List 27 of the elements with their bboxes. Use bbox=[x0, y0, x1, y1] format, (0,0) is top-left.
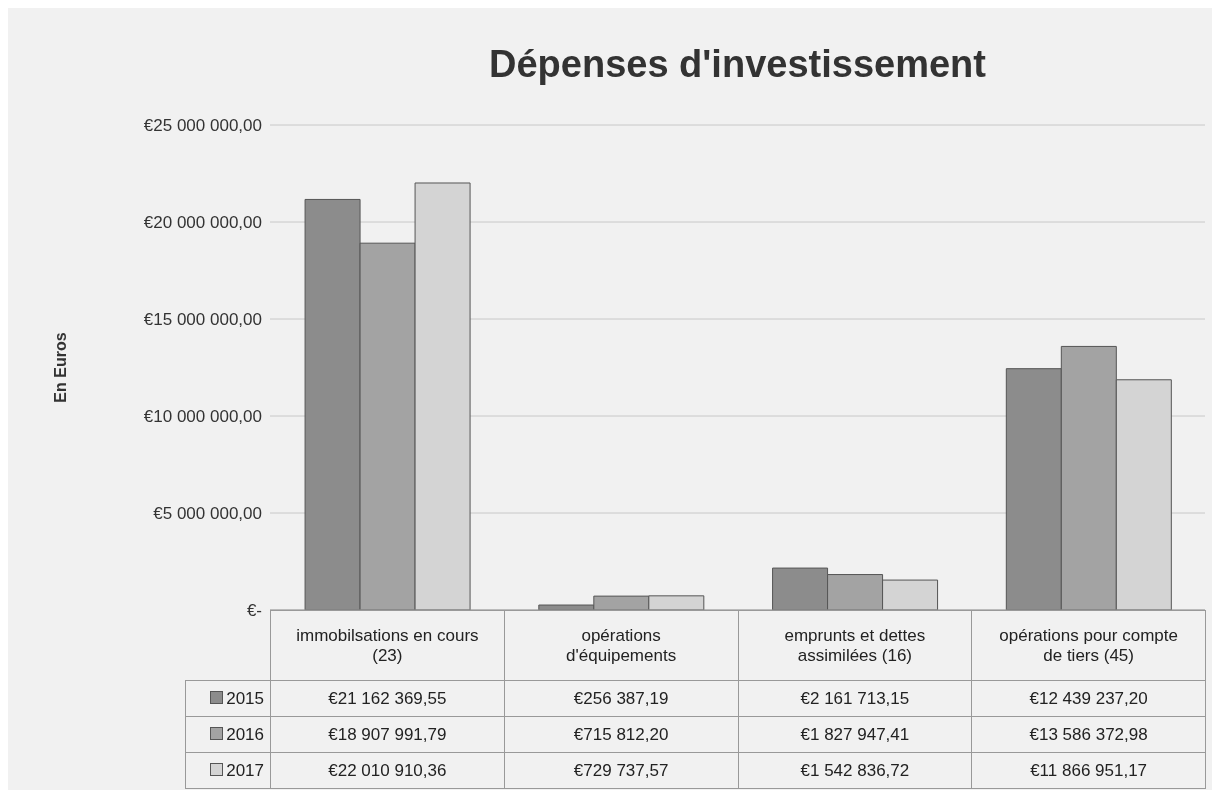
data-label: €1 827 947,41 bbox=[738, 716, 972, 753]
data-label: €12 439 237,20 bbox=[971, 680, 1206, 717]
data-label: €2 161 713,15 bbox=[738, 680, 972, 717]
x-tick-label: immobilsations en cours (23) bbox=[270, 610, 505, 681]
data-label: €21 162 369,55 bbox=[270, 680, 505, 717]
x-tick-label: opérations d'équipements bbox=[504, 610, 738, 681]
data-label: €715 812,20 bbox=[504, 716, 738, 753]
legend-label: 2015 bbox=[185, 680, 271, 717]
y-tick-label: €5 000 000,00 bbox=[153, 504, 262, 524]
data-label: €11 866 951,17 bbox=[971, 752, 1206, 789]
y-tick-label: €- bbox=[246, 601, 262, 621]
data-label: €18 907 991,79 bbox=[270, 716, 505, 753]
y-tick-label: €10 000 000,00 bbox=[143, 407, 262, 427]
data-label: €22 010 910,36 bbox=[270, 752, 505, 789]
legend-label: 2016 bbox=[185, 716, 271, 753]
x-tick-label: opérations pour compte de tiers (45) bbox=[971, 610, 1206, 681]
y-tick-label: €15 000 000,00 bbox=[143, 310, 262, 330]
data-label: €13 586 372,98 bbox=[971, 716, 1206, 753]
data-label: €256 387,19 bbox=[504, 680, 738, 717]
y-tick-label: €25 000 000,00 bbox=[143, 116, 262, 136]
legend-label: 2017 bbox=[185, 752, 271, 789]
data-label: €729 737,57 bbox=[504, 752, 738, 789]
x-tick-label: emprunts et dettes assimilées (16) bbox=[738, 610, 972, 681]
y-tick-label: €20 000 000,00 bbox=[143, 213, 262, 233]
data-label: €1 542 836,72 bbox=[738, 752, 972, 789]
chart-title: Dépenses d'investissement bbox=[488, 43, 987, 86]
y-axis-title: En Euros bbox=[51, 332, 69, 403]
